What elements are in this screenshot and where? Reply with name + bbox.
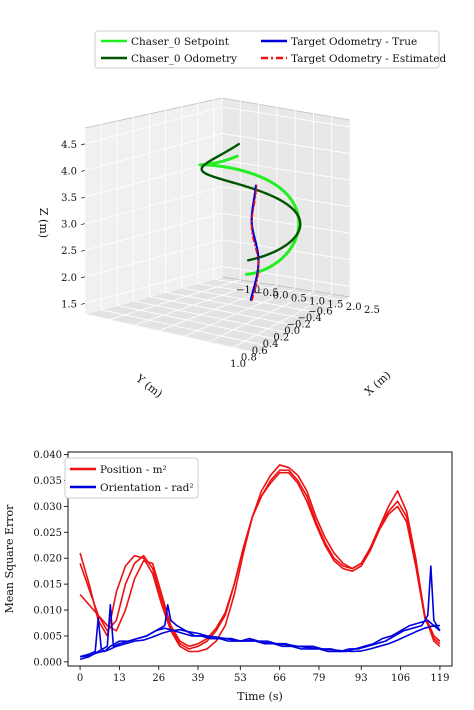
ytick-label-2d: 0.000 <box>33 657 62 668</box>
ztick-mark <box>80 170 86 172</box>
series-2d <box>79 464 441 661</box>
ytick-label: 0.6 <box>252 346 268 357</box>
xtick-label: 1.5 <box>327 299 343 310</box>
grid-3d <box>84 91 351 354</box>
plot2d-frame <box>67 451 453 667</box>
grid-x <box>109 93 241 321</box>
series-chaser-odometry-3d <box>200 142 302 262</box>
ztick-label: 4.5 <box>61 140 77 151</box>
ytick-label: 0.0 <box>284 326 300 337</box>
ytick-label-2d: 0.010 <box>33 606 62 617</box>
ytick-label-2d: 0.020 <box>33 554 62 565</box>
legend-2d-label-0: Position - m² <box>100 464 167 476</box>
series-target-true-3d <box>249 184 260 302</box>
legend-2d-label-1: Orientation - rad² <box>100 482 194 494</box>
zlabel-3d: Z (m) <box>37 208 50 238</box>
series-target-estimated-3d <box>250 183 260 302</box>
xtick-label-2d: 0 <box>77 673 83 684</box>
xtick-label-2d: 79 <box>313 673 326 684</box>
grid-x <box>183 102 296 337</box>
grid-x <box>158 99 278 332</box>
xtick-label-2d: 66 <box>273 673 286 684</box>
ztick-label: 3.0 <box>61 220 77 231</box>
xtick-label-2d: 119 <box>430 673 449 684</box>
xtick-label: 0.0 <box>273 291 289 302</box>
ytick-label-2d: 0.030 <box>33 502 62 513</box>
ytick-label: 0.8 <box>241 352 257 363</box>
ztick-label: 4.0 <box>61 167 77 178</box>
series-position-run-2 <box>79 471 441 648</box>
series-orientation-run-0 <box>79 565 441 658</box>
pane-right-wall <box>221 97 351 298</box>
series-orientation-run-2 <box>80 624 441 658</box>
ytick-label: 0.4 <box>263 339 279 350</box>
grid-x <box>208 105 314 343</box>
grid-x <box>233 108 333 348</box>
xtick-label: −0.5 <box>254 288 278 299</box>
ytick-label-2d: 0.035 <box>33 476 62 487</box>
plot2d: 0 13 26 39 53 66 79 93 106 119 0.000 0.005 0.010 0.01… <box>3 450 453 703</box>
legend-2d: Position - m² Orientation - rad² <box>64 457 199 499</box>
ztick-mark <box>80 276 86 279</box>
xtick-label: 2.0 <box>346 302 362 313</box>
xtick-label: 1.0 <box>309 296 325 307</box>
legend-3d: Chaser_0 Setpoint Chaser_0 Odometry Targ… <box>94 30 446 69</box>
ztick-label: 2.0 <box>61 273 77 284</box>
xtick-label-2d: 106 <box>391 673 410 684</box>
xlabel-2d: Time (s) <box>237 690 283 703</box>
legend-3d-label-2: Target Odometry - True <box>291 36 417 48</box>
xtick-label-2d: 13 <box>113 673 126 684</box>
ztick-label: 2.5 <box>61 246 77 257</box>
grid-x <box>134 96 260 326</box>
xtick-label-2d: 53 <box>234 673 247 684</box>
ytick-label: 0.2 <box>273 333 289 344</box>
xlabel-3d: X (m) <box>362 368 393 398</box>
ztick-label: 3.5 <box>61 193 77 204</box>
ticks-3d: 1.52.02.53.03.54.04.5−0.6−0.4−0.20.00.20… <box>61 140 380 370</box>
xtick-label: 2.5 <box>364 305 380 316</box>
plot3d: 1.52.02.53.03.54.04.5−0.6−0.4−0.20.00.20… <box>37 30 446 401</box>
ytick-label: −0.2 <box>287 319 311 330</box>
legend-2d-box <box>64 457 199 499</box>
ztick-mark <box>80 143 86 146</box>
ylabel-2d: Mean Square Error <box>3 504 16 614</box>
ytick-label-2d: 0.015 <box>33 580 62 591</box>
ytick-label: −0.6 <box>308 306 332 317</box>
ztick-mark <box>80 249 86 252</box>
pane-left-wall <box>84 97 223 315</box>
legend-3d-label-3: Target Odometry - Estimated <box>291 53 446 65</box>
xtick-label-2d: 26 <box>152 673 165 684</box>
ytick-label: 1.0 <box>230 359 246 370</box>
ztick-mark <box>80 196 86 199</box>
ticks-2d: 0 13 26 39 53 66 79 93 106 119 0.000 0.005 0.010 0.01… <box>33 450 449 684</box>
ytick-label-2d: 0.040 <box>33 450 62 461</box>
xtick-label: 0.5 <box>291 294 307 305</box>
ztick-mark <box>80 302 86 305</box>
series-orientation-run-1 <box>79 604 440 661</box>
legend-3d-label-1: Chaser_0 Odometry <box>131 53 237 65</box>
ztick-mark <box>80 223 86 226</box>
ylabel-3d: Y (m) <box>133 371 165 400</box>
xtick-label-2d: 93 <box>355 673 368 684</box>
xtick-label: −1.0 <box>236 285 260 296</box>
ytick-label-2d: 0.025 <box>33 528 62 539</box>
ztick-label: 1.5 <box>61 299 77 310</box>
legend-3d-label-0: Chaser_0 Setpoint <box>131 36 230 48</box>
ytick-label: −0.4 <box>297 313 321 324</box>
legend-3d-box <box>94 30 440 69</box>
trajectories-3d <box>198 142 302 302</box>
ytick-label-2d: 0.005 <box>33 631 62 642</box>
grid-x <box>257 111 351 354</box>
series-chaser-setpoint-3d <box>198 154 301 276</box>
xtick-label-2d: 39 <box>192 673 205 684</box>
